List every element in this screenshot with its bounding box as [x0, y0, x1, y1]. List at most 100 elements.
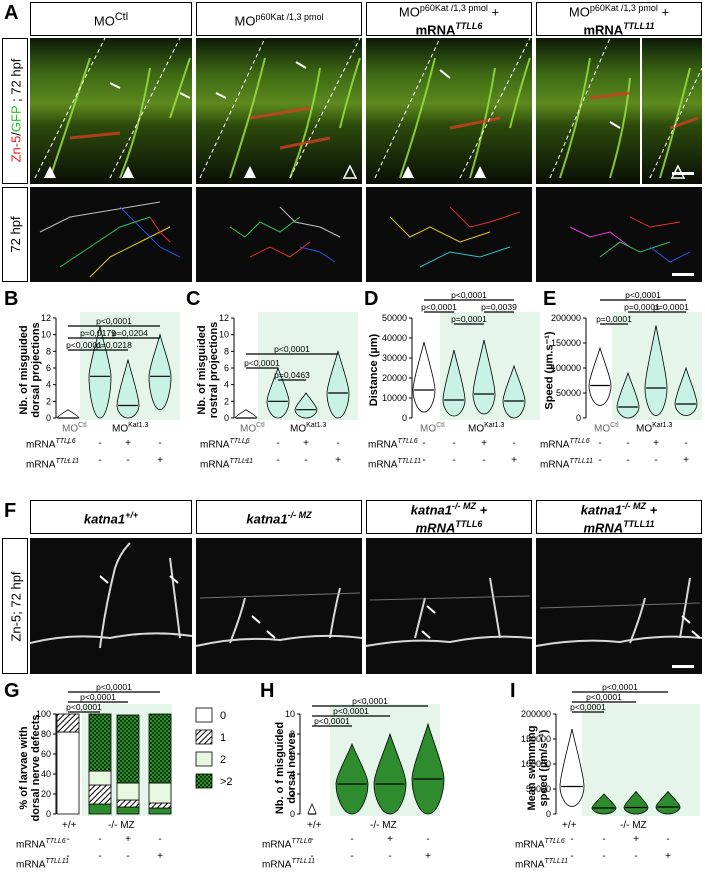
t: mRNA [16, 859, 46, 871]
t: mRNA [368, 459, 398, 471]
t: katna1 [580, 502, 622, 517]
panel-i-violin [591, 793, 617, 815]
panel-a-label: A [4, 2, 19, 24]
panel-i-pval-label: p<0,0001 [586, 692, 622, 702]
panel-i-violin [623, 790, 649, 815]
panel-a-header-4: MOp60Kat /1,3 pmol + mRNATTLL11 [536, 2, 702, 37]
t: TTLL6 [569, 438, 590, 445]
header-sup: p60Kat /1,3 pmol [255, 11, 324, 22]
panel-g-bar-segment [148, 782, 172, 804]
panel-c-ttll6-sign: - [244, 438, 247, 449]
t: dorsal nerve defects [30, 714, 42, 822]
panel-d-violin [502, 364, 526, 419]
header-sup: Ctl [114, 10, 129, 23]
t: mRNA [200, 459, 230, 471]
panel-g-ttll11-sign: - [98, 851, 101, 862]
t: katna1 [410, 502, 452, 517]
t: TTLL6 [544, 838, 565, 845]
panel-h-pval-label: p<0,0001 [314, 716, 350, 726]
panel-i-ttll6-sign: - [602, 834, 605, 845]
gfp-label: GFP [8, 105, 24, 133]
panel-c-y-tick-label: 10 [219, 330, 229, 340]
panel-b-y-tick-label: 10 [41, 330, 51, 340]
t: TTLL6 [45, 838, 66, 845]
header-text: MO [93, 13, 115, 29]
panel-f-header-2: katna1-/- MZ [196, 500, 362, 534]
panel-h-ttll11-sign: - [350, 851, 353, 862]
panel-c-ttll11-sign: - [276, 455, 279, 466]
panel-a-side-label-bottom: 72 hpf [2, 187, 28, 282]
panel-c-y-tick-label: 12 [219, 313, 229, 323]
t: % of larvae with [18, 726, 30, 810]
t: mRNA [262, 839, 292, 851]
panel-b-violin [88, 326, 112, 419]
panel-f-header-4: katna1-/- MZ + mRNATTLL11 [536, 500, 702, 535]
t: mRNA [26, 459, 56, 471]
panel-e-ttll6-sign: - [626, 438, 629, 449]
panel-h-y-tick-label: 6 [290, 749, 295, 759]
panel-g-legend-swatch [195, 729, 213, 745]
panel-i-violin [655, 790, 681, 815]
panel-e-group-ctl: MOCtl [594, 422, 619, 434]
panel-b-y-tick-label: 4 [46, 380, 51, 390]
t: mRNA [540, 439, 570, 451]
panel-h-ttll11-sign: + [425, 851, 431, 862]
panel-e-ttll6-sign: - [684, 438, 687, 449]
panel-c-violin [294, 392, 318, 419]
panel-d-violin [472, 339, 496, 415]
panel-g-y-tick-label: 40 [41, 769, 51, 779]
header-text: MO [234, 13, 256, 29]
panel-i-violin [559, 728, 585, 807]
panel-c-violin [266, 366, 290, 419]
panel-g-ttll6-sign: - [66, 834, 69, 845]
panel-b-y-tick-label: 8 [46, 346, 51, 356]
panel-i-xb: -/- MZ [620, 820, 647, 831]
header-plus: + [487, 4, 500, 19]
panel-i-pval-label: p<0,0001 [602, 682, 638, 692]
panel-b-violin [116, 359, 140, 419]
panel-c-y-tick-label: 4 [224, 380, 229, 390]
panel-g-bar-segment [148, 807, 172, 815]
panel-d-y-tick-label: 20000 [382, 373, 407, 383]
track-panel-1 [30, 187, 192, 282]
panel-b-pval-label: p<0,0001 [66, 340, 102, 350]
panel-h-violin [373, 732, 407, 815]
panel-g-bar-segment [148, 802, 172, 809]
panel-c-y-tick-label: 0 [224, 413, 229, 423]
panel-h-ttll6-sign: - [426, 834, 429, 845]
t: katna1 [246, 511, 288, 527]
panel-b-ttll6-sign: - [66, 438, 69, 449]
panel-e-pval-label: p=0,0001 [624, 302, 660, 312]
panel-i-ttll11-sign: + [665, 851, 671, 862]
panel-b-ttll6-sign: + [125, 438, 131, 449]
panel-h-y-tick-label: 4 [290, 769, 295, 779]
panel-e-ttll11-sign: - [598, 455, 601, 466]
panel-b-group-ctl: MOCtl [62, 422, 87, 434]
panel-a-header-2: MOp60Kat /1,3 pmol [196, 2, 362, 36]
panel-d-ttll11-sign: - [452, 455, 455, 466]
panel-i-ttll11-sign: - [634, 851, 637, 862]
panel-b-pval-label: p<0,0001 [96, 316, 132, 326]
panel-b-ttll11-sign: - [126, 455, 129, 466]
charts-g-to-i: 020406080100p<0,0001p<0,0001p<0,0001012>… [36, 682, 700, 862]
t: TTLL11 [55, 458, 80, 466]
t: Ctl [78, 422, 87, 429]
panel-d-y-tick-label: 50000 [382, 313, 407, 323]
mrna-row-labels-c: mRNATTLL6 mRNATTLL11 [200, 433, 253, 474]
panel-c-group-ctl: MOCtl [240, 422, 265, 434]
panel-c-violin [234, 409, 258, 419]
panel-b-ylabel: Nb. of misguided dorsal projections [18, 310, 42, 430]
panel-d-ttll11-sign: - [482, 455, 485, 466]
hpf-label: ; 72 hpf [8, 58, 24, 106]
panel-g-y-tick-label: 20 [41, 789, 51, 799]
panel-e-ttll11-sign: + [683, 455, 689, 466]
panel-b-pval-label: p=0,0218 [96, 340, 132, 350]
t: -/- MZ [287, 509, 312, 520]
panel-h-pval-label: p<0,0001 [333, 706, 369, 716]
panel-g-y-tick-label: 0 [46, 809, 51, 819]
panel-c-pval-label: p=0,0463 [274, 370, 310, 380]
panel-c-group-kat: MOKat1.3 [290, 422, 326, 434]
panel-g-bar-segment [56, 713, 80, 733]
t: TTLL6 [55, 438, 76, 445]
header-text: MO [568, 4, 590, 19]
